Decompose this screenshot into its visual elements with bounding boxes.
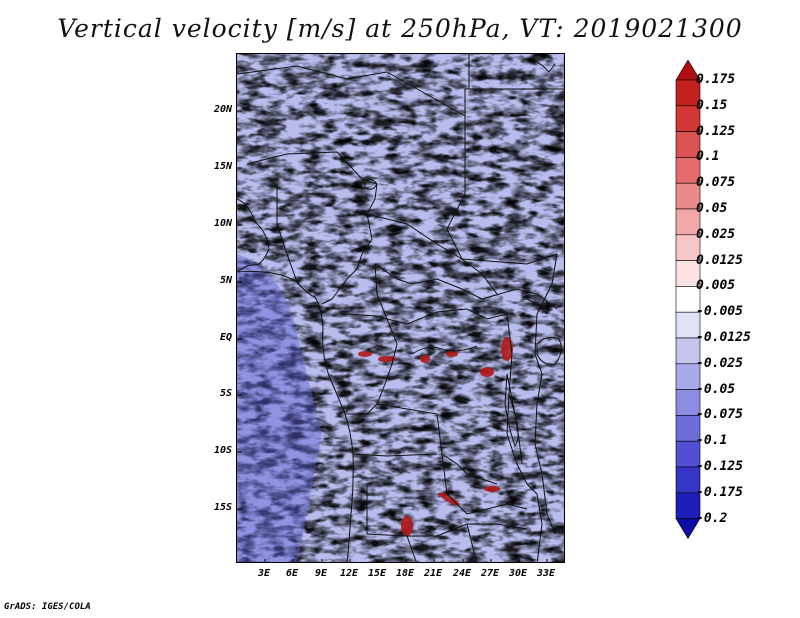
coastlines-and-borders: [237, 54, 564, 562]
chart-title: Vertical velocity [m/s] at 250hPa, VT: 2…: [57, 14, 743, 43]
lat-label-10s: 10S: [213, 445, 232, 456]
colorbar-level-label: -0.025: [696, 355, 743, 371]
lon-label-15e: 15E: [367, 568, 387, 579]
lon-label-30e: 30E: [508, 568, 528, 579]
lon-label-3e: 3E: [257, 568, 271, 579]
colorbar-level-label: -0.005: [696, 304, 743, 320]
colorbar-swatch: [675, 389, 701, 416]
grads-credit: GrADS: IGES/COLA: [4, 602, 91, 612]
colorbar-level-label: 0.125: [696, 123, 736, 139]
colorbar-level-label: 0.0125: [696, 252, 743, 268]
lon-label-12e: 12E: [339, 568, 359, 579]
lon-label-27e: 27E: [480, 568, 500, 579]
colorbar-swatch: [675, 363, 701, 390]
colorbar-level-label: 0.15: [696, 97, 728, 113]
lat-label-15n: 15N: [213, 161, 232, 172]
lon-label-18e: 18E: [395, 568, 415, 579]
lat-label-20n: 20N: [213, 104, 232, 115]
map-svg: [237, 54, 564, 562]
colorbar-swatch: [675, 182, 701, 210]
colorbar-bottom-arrow: [675, 518, 701, 540]
colorbar: [675, 60, 701, 540]
colorbar-level-label: 0.025: [696, 226, 736, 242]
colorbar-swatch: [675, 79, 701, 107]
colorbar-level-label: -0.0125: [696, 330, 751, 345]
lon-label-24e: 24E: [452, 568, 472, 579]
colorbar-swatch: [675, 157, 701, 184]
colorbar-swatch: [675, 311, 701, 339]
colorbar-swatch: [675, 492, 701, 519]
colorbar-level-label: -0.1: [696, 433, 728, 449]
field-updraft-layer: [237, 54, 564, 562]
colorbar-swatch: [675, 234, 701, 261]
ocean-downdraft-region: [237, 254, 322, 562]
colorbar-level-label: 0.005: [696, 278, 736, 294]
lat-label-15s: 15S: [213, 502, 232, 513]
colorbar-level-label: -0.2: [696, 510, 728, 526]
colorbar-swatch: [675, 260, 701, 287]
lon-label-6e: 6E: [285, 568, 299, 579]
colorbar-swatch: [675, 286, 701, 313]
colorbar-level-label: 0.075: [696, 175, 736, 191]
colorbar-swatch: [675, 105, 701, 132]
lat-label-10n: 10N: [213, 218, 232, 229]
colorbar-level-label: 0.1: [696, 149, 720, 165]
colorbar-level-label: 0.175: [696, 72, 736, 87]
lon-label-9e: 9E: [314, 568, 328, 579]
colorbar-level-label: 0.05: [696, 201, 728, 216]
lon-label-21e: 21E: [423, 568, 443, 579]
colorbar-level-label: -0.075: [696, 407, 743, 423]
lon-label-33e: 33E: [536, 568, 556, 579]
convection-cores: [358, 337, 513, 536]
map-plot-area: [236, 53, 565, 563]
colorbar-swatch: [675, 337, 701, 365]
lat-label-eq: EQ: [219, 332, 232, 343]
colorbar-level-label: -0.05: [696, 381, 736, 397]
lat-label-5n: 5N: [219, 275, 232, 286]
colorbar-level-label: -0.125: [696, 459, 743, 474]
colorbar-swatch: [675, 131, 701, 158]
colorbar-level-label: -0.175: [696, 484, 743, 500]
lat-label-5s: 5S: [219, 388, 232, 399]
frame-ticks: [237, 110, 548, 562]
